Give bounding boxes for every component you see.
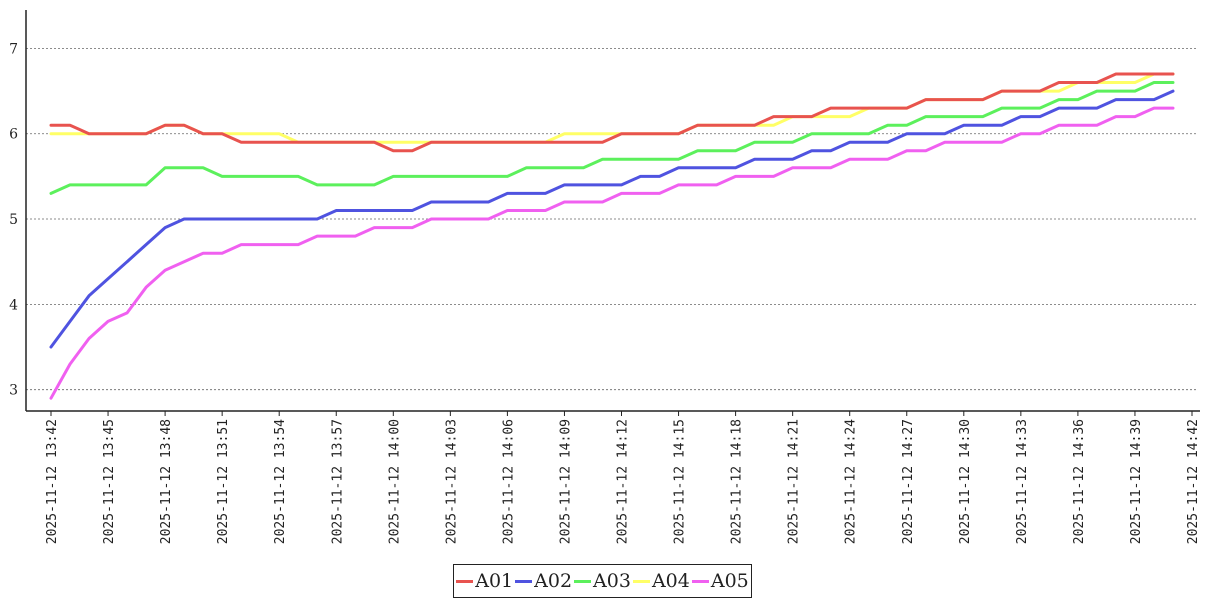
x-tick-label: 2025-11-12 14:30 bbox=[958, 419, 973, 544]
x-tick-label: 2025-11-12 14:27 bbox=[901, 419, 916, 544]
legend-label-a03: A03 bbox=[593, 570, 631, 592]
legend-label-a02: A02 bbox=[534, 570, 573, 592]
legend-swatch-a03 bbox=[574, 579, 592, 583]
legend-item-a03[interactable]: A03 bbox=[574, 570, 631, 592]
legend-item-a04[interactable]: A04 bbox=[632, 570, 690, 592]
x-tick-label: 2025-11-12 13:51 bbox=[216, 419, 231, 544]
x-tick-label: 2025-11-12 13:42 bbox=[45, 419, 60, 544]
x-tick-label: 2025-11-12 14:39 bbox=[1129, 419, 1144, 544]
legend-item-a01[interactable]: A01 bbox=[456, 570, 513, 592]
series-line-a01 bbox=[49, 72, 1175, 153]
x-tick-label: 2025-11-12 14:18 bbox=[730, 419, 745, 544]
x-tick-label: 2025-11-12 14:12 bbox=[616, 419, 631, 544]
x-tick-label: 2025-11-12 14:00 bbox=[387, 419, 402, 544]
y-tick-labels: 3 4 5 6 7 bbox=[9, 41, 18, 398]
x-tick-label: 2025-11-12 14:24 bbox=[844, 419, 859, 544]
y-tick-label: 5 bbox=[9, 212, 18, 228]
x-tick-label: 2025-11-12 14:21 bbox=[787, 419, 802, 544]
x-tick-label: 2025-11-12 13:54 bbox=[273, 419, 288, 544]
legend-label-a01: A01 bbox=[475, 570, 514, 592]
legend-swatch-a04 bbox=[632, 579, 650, 583]
series-line-a02 bbox=[49, 89, 1175, 349]
legend: A01 A02 A03 A04 A05 bbox=[453, 564, 752, 598]
x-tick-label: 2025-11-12 13:57 bbox=[330, 419, 345, 544]
x-tick-label: 2025-11-12 14:09 bbox=[558, 419, 573, 544]
x-tick-label: 2025-11-12 14:36 bbox=[1072, 419, 1087, 544]
legend-label-a04: A04 bbox=[651, 570, 690, 592]
x-tick-label: 2025-11-12 13:45 bbox=[102, 419, 117, 544]
x-tick-label: 2025-11-12 14:33 bbox=[1015, 419, 1030, 544]
series-line-a03 bbox=[49, 81, 1175, 195]
x-tick-label: 2025-11-12 14:06 bbox=[501, 419, 516, 544]
axes bbox=[25, 10, 1200, 412]
x-tick-labels: 2025-11-12 13:42 2025-11-12 13:45 2025-11-… bbox=[45, 411, 1201, 544]
y-tick-label: 3 bbox=[9, 383, 18, 399]
legend-item-a05[interactable]: A05 bbox=[691, 570, 749, 592]
legend-swatch-a01 bbox=[456, 579, 474, 583]
legend-swatch-a02 bbox=[515, 579, 533, 583]
legend-swatch-a05 bbox=[691, 579, 709, 583]
x-tick-label: 2025-11-12 14:03 bbox=[444, 419, 459, 544]
y-tick-label: 7 bbox=[9, 41, 18, 57]
legend-item-a02[interactable]: A02 bbox=[515, 570, 572, 592]
y-tick-label: 6 bbox=[9, 127, 18, 143]
series-lines bbox=[49, 72, 1175, 400]
legend-label-a05: A05 bbox=[710, 570, 749, 592]
series-line-a05 bbox=[49, 106, 1175, 400]
x-tick-label: 2025-11-12 13:48 bbox=[159, 419, 174, 544]
y-tick-label: 4 bbox=[9, 297, 18, 313]
x-tick-label: 2025-11-12 14:42 bbox=[1186, 419, 1201, 544]
x-tick-label: 2025-11-12 14:15 bbox=[673, 419, 688, 544]
